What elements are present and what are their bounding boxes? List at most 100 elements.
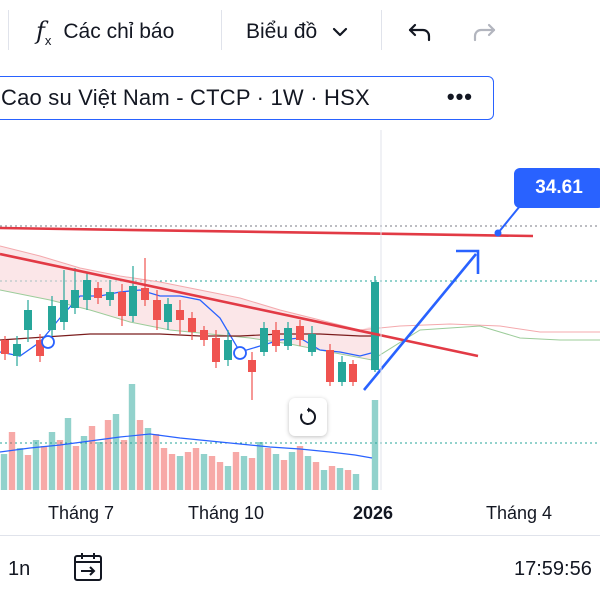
candle-body (106, 292, 114, 300)
volume-bar (80, 436, 88, 490)
volume-bar (64, 418, 72, 490)
volume-bar (24, 455, 32, 490)
volume-bar (344, 470, 352, 490)
candle-body (272, 330, 280, 346)
volume-bar (96, 442, 104, 490)
chart-type-label: Biểu đồ (246, 20, 318, 43)
volume-bar (264, 448, 272, 490)
volume-bar (232, 452, 240, 490)
volume-bar (40, 446, 48, 490)
candle-body (94, 288, 102, 298)
volume-bar (32, 440, 40, 490)
crossover-marker (41, 335, 55, 349)
volume-bar (248, 458, 256, 490)
toolbar-separator (8, 10, 9, 50)
x-axis-label: Tháng 4 (486, 503, 553, 523)
volume-bar (48, 432, 56, 490)
volume-bar (120, 440, 128, 490)
candle-body (371, 282, 379, 370)
base-line (0, 333, 375, 341)
candle-body (129, 286, 137, 316)
top-toolbar: fx Các chỉ báo Biểu đồ (0, 0, 600, 64)
candle-body (338, 362, 346, 382)
range-button[interactable]: 1n (8, 558, 31, 580)
candle-body (260, 328, 268, 352)
volume-bar (304, 456, 312, 490)
clock-time: 17:59:56 (514, 558, 592, 580)
candle-body (83, 280, 91, 300)
reset-chart-button[interactable] (289, 398, 327, 436)
divider (0, 535, 600, 536)
candle-body (118, 292, 126, 316)
ichimoku-cloud (0, 246, 372, 360)
volume-bar (56, 440, 64, 490)
projection-arrow (362, 253, 478, 391)
volume-bar (216, 462, 224, 490)
volume-bar (272, 454, 280, 490)
redo-button[interactable] (470, 14, 498, 50)
volume-bar (288, 452, 296, 490)
candle-body (153, 300, 161, 320)
redo-icon (473, 23, 496, 42)
toolbar-separator (221, 10, 222, 50)
candle-body (248, 360, 256, 372)
undo-button[interactable] (406, 14, 434, 50)
volume-bar (152, 434, 160, 490)
candle-body (308, 334, 316, 352)
volume-group (0, 384, 379, 490)
symbol-title: Cao su Việt Nam - CTCP · 1W · HSX (1, 85, 370, 110)
crossover-marker (233, 346, 247, 360)
candle-body (188, 318, 196, 332)
toolbar-separator (381, 10, 382, 50)
volume-bar (320, 470, 328, 490)
candles-group (1, 258, 379, 400)
undo-icon (408, 23, 431, 42)
candle-body (164, 304, 172, 322)
volume-bar (88, 426, 96, 490)
volume-bar (128, 384, 136, 490)
chart-type-button[interactable]: Biểu đồ (246, 14, 349, 50)
volume-bar (176, 456, 184, 490)
function-icon: fx (36, 16, 52, 48)
x-axis-label: Tháng 10 (188, 503, 265, 523)
volume-bar (72, 446, 80, 490)
volume-bar (280, 460, 288, 490)
price-chart[interactable] (0, 130, 600, 490)
go-to-date-button[interactable] (72, 550, 106, 589)
volume-bar (184, 452, 192, 490)
volume-bar (8, 432, 16, 490)
reset-icon (300, 407, 317, 425)
descending-trendline (0, 252, 479, 358)
volume-bar (16, 448, 24, 490)
volume-bar (240, 456, 248, 490)
volume-bar (104, 420, 112, 490)
arrow-head (456, 249, 480, 274)
label-connector (497, 205, 521, 234)
candle-body (284, 328, 292, 346)
price-label[interactable]: 34.61 (514, 168, 600, 208)
indicators-label: Các chỉ báo (63, 20, 175, 43)
volume-bar (192, 448, 200, 490)
volume-bar (208, 456, 216, 490)
x-axis-label: Tháng 7 (48, 503, 115, 523)
candle-body (36, 340, 44, 356)
volume-bar (168, 454, 176, 490)
volume-bar (144, 428, 152, 490)
volume-bar (0, 454, 8, 490)
more-options-icon[interactable]: ••• (446, 84, 473, 109)
candle-body (48, 306, 56, 330)
volume-bar (312, 462, 320, 490)
chevron-down-icon (333, 27, 348, 37)
symbol-legend[interactable]: Cao su Việt Nam - CTCP · 1W · HSX ••• (0, 76, 494, 120)
x-axis-label: 2026 (353, 503, 394, 523)
volume-bar (336, 468, 344, 490)
volume-ma-line (0, 433, 373, 459)
volume-bar (224, 466, 232, 490)
indicators-button[interactable]: fx Các chỉ báo (36, 14, 174, 50)
candle-body (200, 330, 208, 340)
candle-body (326, 350, 334, 382)
resistance-trendline (0, 226, 534, 238)
candle-body (212, 338, 220, 362)
volume-bar (371, 400, 379, 490)
volume-bar (328, 466, 336, 490)
